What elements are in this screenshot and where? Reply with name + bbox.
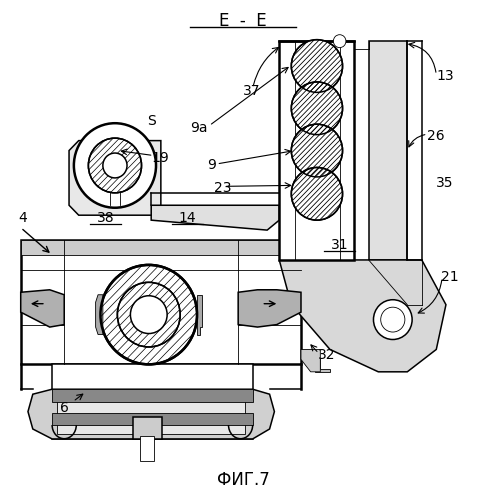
Text: 23: 23 — [214, 181, 231, 195]
Text: 31: 31 — [331, 238, 348, 252]
Text: S: S — [147, 114, 156, 128]
Text: 38: 38 — [96, 210, 114, 224]
Circle shape — [291, 168, 343, 220]
Polygon shape — [69, 140, 161, 215]
Bar — [139, 436, 154, 462]
Text: 9: 9 — [207, 158, 216, 172]
Circle shape — [291, 82, 343, 134]
Text: 37: 37 — [243, 84, 260, 98]
Text: 14: 14 — [179, 210, 196, 224]
Circle shape — [291, 124, 343, 177]
Circle shape — [117, 282, 180, 347]
Polygon shape — [21, 290, 64, 327]
Text: 19: 19 — [151, 151, 169, 165]
Bar — [21, 240, 301, 255]
Polygon shape — [301, 350, 320, 372]
Bar — [52, 389, 253, 402]
Circle shape — [101, 265, 197, 364]
Polygon shape — [369, 41, 407, 260]
Text: 4: 4 — [19, 210, 28, 224]
Polygon shape — [238, 290, 301, 327]
Circle shape — [333, 34, 346, 48]
Circle shape — [373, 300, 412, 340]
Circle shape — [117, 282, 180, 347]
Bar — [52, 412, 253, 425]
Polygon shape — [96, 294, 103, 335]
Bar — [133, 416, 162, 439]
Circle shape — [74, 123, 156, 208]
Text: 13: 13 — [436, 69, 454, 83]
Polygon shape — [151, 205, 279, 230]
Text: ФИГ.7: ФИГ.7 — [217, 470, 269, 488]
Text: 26: 26 — [427, 128, 444, 142]
Polygon shape — [279, 260, 446, 372]
Bar — [21, 240, 301, 364]
Circle shape — [381, 307, 405, 332]
Polygon shape — [315, 360, 330, 372]
Text: 32: 32 — [318, 348, 335, 362]
Circle shape — [88, 138, 141, 193]
Polygon shape — [197, 294, 202, 335]
Text: 21: 21 — [441, 270, 459, 284]
Bar — [52, 364, 253, 439]
Text: 6: 6 — [60, 401, 69, 415]
Polygon shape — [28, 389, 275, 439]
Text: 9a: 9a — [190, 121, 208, 135]
Text: 35: 35 — [436, 176, 454, 190]
Bar — [279, 41, 354, 260]
Circle shape — [291, 40, 343, 92]
Text: E  -  E: E - E — [219, 12, 267, 30]
Bar — [57, 389, 245, 434]
Circle shape — [130, 296, 167, 334]
Circle shape — [103, 153, 127, 178]
